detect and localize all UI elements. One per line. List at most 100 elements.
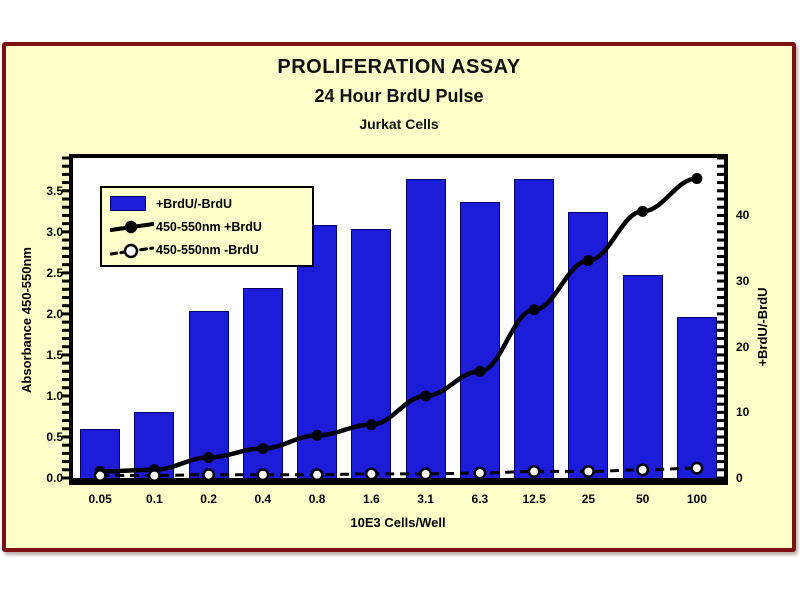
left-axis-tick <box>62 213 69 217</box>
legend-filled-dot-line-icon <box>110 218 156 236</box>
left-axis-tick <box>62 443 69 447</box>
left-axis-tick <box>62 172 69 176</box>
right-axis-tick <box>717 320 724 324</box>
left-axis-tick <box>62 312 69 316</box>
left-axis-tick <box>62 304 69 308</box>
left-axis-tick <box>62 271 69 275</box>
left-axis-tick <box>62 435 69 439</box>
right-axis-tick <box>717 230 724 234</box>
y-tick-label-left: 3.5 <box>46 183 63 198</box>
x-tick-label: 0.2 <box>200 492 217 506</box>
left-axis-tick <box>62 156 69 160</box>
right-axis-tick <box>717 197 724 201</box>
legend: +BrdU/-BrdU 450-550nm +BrdU <box>100 186 314 267</box>
x-tick-label: 100 <box>686 492 707 506</box>
bar-50 <box>622 274 663 478</box>
y-tick-label-left: 2.5 <box>46 265 63 280</box>
left-axis-tick <box>62 451 69 455</box>
right-axis-tick <box>717 222 724 226</box>
left-axis-tick <box>62 295 69 299</box>
left-axis-tick <box>62 394 69 398</box>
right-axis-tick <box>717 279 724 283</box>
right-axis-tick <box>717 345 724 349</box>
x-tick-label: 12.5 <box>522 492 546 506</box>
left-axis-tick <box>62 345 69 349</box>
left-axis-tick <box>62 263 69 267</box>
right-axis-tick <box>717 189 724 193</box>
bar-1.6 <box>351 228 392 478</box>
left-axis-tick <box>62 419 69 423</box>
figure-subtitle: 24 Hour BrdU Pulse <box>314 86 484 106</box>
bar-0.2 <box>188 310 229 478</box>
bar-6.3 <box>459 202 500 478</box>
right-axis-tick <box>717 271 724 275</box>
left-axis-tick <box>62 337 69 341</box>
left-axis-tick <box>62 246 69 250</box>
right-axis-tick <box>717 419 724 423</box>
bar-0.05 <box>80 428 121 478</box>
right-axis-tick <box>717 427 724 431</box>
left-axis-tick <box>62 230 69 234</box>
plot-area: +BrdU/-BrdU 450-550nm +BrdU <box>62 154 728 485</box>
right-axis-tick <box>717 205 724 209</box>
x-tick-label: 6.3 <box>471 492 489 506</box>
right-axis-tick <box>717 460 724 464</box>
y-tick-label-left: 1.0 <box>46 388 63 403</box>
bar-0.1 <box>134 412 175 478</box>
plus-brdu-point <box>637 205 649 217</box>
x-tick-label: 3.1 <box>417 492 434 506</box>
bar-12.5 <box>514 179 555 478</box>
right-axis-tick <box>717 402 724 406</box>
y-tick-label-left: 0.5 <box>46 429 63 444</box>
left-axis-tick <box>62 205 69 209</box>
right-axis-tick <box>717 378 724 382</box>
figure-cells-label: Jurkat Cells <box>359 116 439 132</box>
left-axis-tick <box>62 181 69 185</box>
legend-open-dot-dashed-line-icon <box>110 241 156 259</box>
plus-brdu-point <box>691 173 703 185</box>
right-axis-tick <box>717 304 724 308</box>
legend-item-ratio: +BrdU/-BrdU <box>110 192 306 215</box>
legend-item-minus-brdu: 450-550nm -BrdU <box>110 238 306 261</box>
x-tick-label: 0.1 <box>146 492 163 506</box>
right-axis-tick <box>717 369 724 373</box>
right-axis-tick <box>717 476 724 480</box>
left-axis-tick <box>62 238 69 242</box>
y-tick-label-right: 0 <box>736 471 743 485</box>
figure-title: PROLIFERATION ASSAY <box>277 56 521 78</box>
bar-100 <box>676 317 717 478</box>
y-tick-label-left: 1.5 <box>46 347 63 362</box>
left-axis-tick <box>62 287 69 291</box>
left-axis-tick <box>62 378 69 382</box>
y-tick-label-left: 2.0 <box>46 306 63 321</box>
x-tick-label: 1.6 <box>363 492 380 506</box>
left-axis-tick <box>62 279 69 283</box>
x-tick-label: 0.4 <box>254 492 272 506</box>
right-axis-tick <box>717 386 724 390</box>
x-tick-label: 0.05 <box>88 492 112 506</box>
y-tick-label-right: 40 <box>736 208 750 223</box>
left-axis-tick <box>62 164 69 168</box>
x-axis-label: 10E3 Cells/Well <box>350 515 446 530</box>
left-axis-tick <box>62 410 69 414</box>
y-tick-label-left: 3.0 <box>46 224 63 239</box>
legend-label: 450-550nm -BrdU <box>156 242 259 257</box>
right-axis-tick <box>717 246 724 250</box>
right-axis-tick <box>717 156 724 160</box>
left-axis-tick <box>62 320 69 324</box>
right-axis-tick <box>717 328 724 332</box>
left-axis-tick <box>62 460 69 464</box>
right-axis-tick <box>717 312 724 316</box>
bar-25 <box>568 212 609 478</box>
left-axis-tick <box>62 369 69 373</box>
bar-3.1 <box>405 179 446 478</box>
right-axis-tick <box>717 451 724 455</box>
left-axis-tick <box>62 386 69 390</box>
right-axis-tick <box>717 254 724 258</box>
y-tick-label-left: 0.0 <box>46 471 63 485</box>
legend-bar-swatch-icon <box>110 196 156 211</box>
left-axis-tick <box>62 197 69 201</box>
right-axis-tick <box>717 181 724 185</box>
legend-label: +BrdU/-BrdU <box>156 196 233 211</box>
y-tick-label-right: 30 <box>736 274 750 289</box>
